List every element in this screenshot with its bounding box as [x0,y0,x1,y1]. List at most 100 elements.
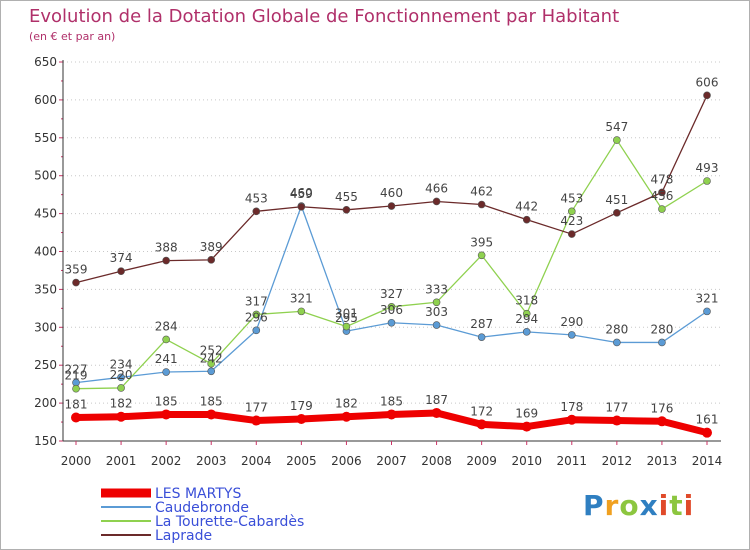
data-label: 453 [560,191,583,205]
data-label: 606 [696,75,719,89]
data-label: 359 [65,263,88,277]
chart-subtitle: (en € et par an) [29,30,116,43]
data-label: 185 [155,394,178,408]
data-point [567,207,576,216]
data-label: 290 [560,315,583,329]
y-tick-label: 200 [34,396,57,410]
data-label: 241 [155,352,178,366]
data-point [342,206,351,214]
logo-letter: o [619,489,640,522]
data-label: 227 [65,363,88,377]
data-point [297,307,306,316]
data-point [207,256,216,264]
data-point [658,205,666,213]
x-tick-label: 2011 [557,454,588,468]
data-point [566,414,577,425]
data-point [658,338,666,347]
y-tick-label: 600 [34,93,57,107]
data-label: 176 [650,401,673,415]
data-point [703,91,711,100]
chart-title: Evolution de la Dotation Globale de Fonc… [29,6,620,27]
data-label: 459 [290,187,313,201]
data-point [71,412,81,423]
data-label: 252 [200,344,223,358]
data-point [207,359,216,368]
data-point [72,384,80,393]
data-point [116,411,127,422]
data-point [613,136,621,144]
data-label: 182 [335,397,358,411]
data-point [161,409,172,420]
data-point [432,298,441,307]
y-tick-label: 150 [34,434,57,448]
axes: 150 200 250 300 350 400 450 500 550 600 650 2000 200… [34,55,722,468]
data-label: 301 [335,307,358,321]
data-point [702,427,712,438]
data-point [522,215,531,224]
data-point [207,367,216,376]
data-label: 478 [650,172,673,186]
data-point [431,407,442,418]
x-tick-label: 2013 [647,454,678,468]
data-point [611,415,622,426]
legend-label: LES MARTYS [155,486,241,502]
x-tick-label: 2010 [511,454,542,468]
legend-label: Laprade [155,528,212,544]
data-label: 455 [335,190,358,204]
data-point [521,421,532,432]
data-point [567,230,576,238]
y-tick-label: 400 [34,245,57,259]
data-label: 280 [605,322,628,336]
data-point [341,411,352,422]
data-label: 389 [200,240,223,254]
x-tick-label: 2000 [61,454,92,468]
data-label: 321 [696,291,719,305]
logo-letter: i [683,489,695,522]
x-tick-label: 2001 [106,454,137,468]
data-label: 185 [200,394,223,408]
data-label: 333 [425,282,448,296]
data-label: 388 [155,241,178,255]
x-tick-label: 2007 [376,454,407,468]
data-label: 294 [515,312,538,326]
data-label: 178 [560,400,583,414]
data-point [206,409,217,420]
data-point [117,373,125,382]
legend-label: La Tourette-Cabardès [155,514,304,530]
data-label: 234 [110,357,133,371]
data-point [252,207,261,216]
data-point [342,322,351,331]
data-label: 395 [470,235,493,249]
data-label: 460 [380,186,403,200]
data-label: 317 [245,294,268,308]
data-point [703,307,711,316]
x-tick-label: 2006 [331,454,362,468]
data-point [703,177,711,185]
data-label: 423 [560,214,583,228]
legend-label: Caudebronde [155,500,249,516]
series-group [71,91,712,438]
data-label: 280 [650,322,673,336]
data-label: 172 [470,404,493,418]
data-label: 466 [425,181,448,195]
logo-letter: r [604,489,620,522]
data-label: 460 [290,186,313,200]
data-label: 374 [110,251,133,265]
data-point [567,331,576,339]
x-tick-label: 2004 [241,454,272,468]
data-point [613,209,621,217]
data-label: 547 [605,120,628,134]
data-point [162,256,170,265]
data-point [432,321,441,329]
y-tick-label: 650 [34,55,57,69]
data-label: 242 [200,351,223,365]
data-label: 177 [605,401,628,415]
logo-letter: t [669,489,684,522]
data-point [162,335,170,344]
data-label: 181 [65,398,88,412]
data-point [296,414,307,425]
logo-letter: x [639,489,659,522]
data-point [613,338,621,347]
data-point [72,278,80,287]
